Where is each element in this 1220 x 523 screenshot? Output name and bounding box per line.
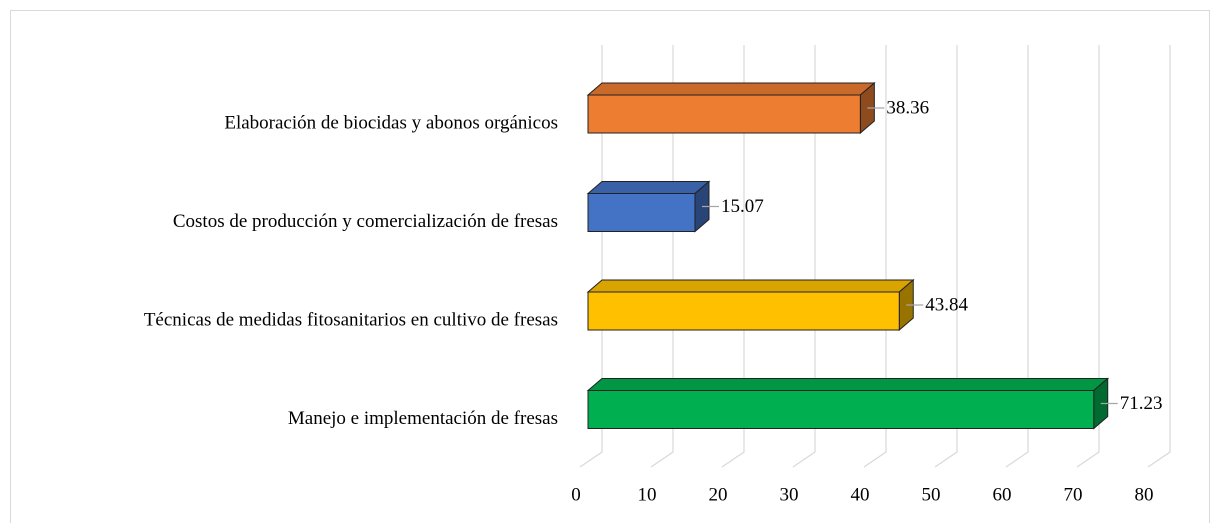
y-tick-label: Manejo e implementación de fresas	[288, 408, 558, 429]
grid-line	[1005, 45, 1029, 468]
bar	[587, 390, 1095, 429]
grid-line	[863, 45, 887, 468]
x-tick-label: 50	[922, 484, 941, 505]
bar-top	[586, 378, 1110, 391]
grid-line	[934, 45, 958, 468]
chart-border	[10, 10, 1210, 523]
grid-line	[1076, 45, 1100, 468]
grid-line	[1147, 45, 1171, 468]
data-label: 71.23	[1120, 393, 1163, 414]
grid-line	[579, 45, 603, 468]
bar	[587, 193, 696, 232]
data-label: 38.36	[886, 97, 929, 118]
x-tick-label: 20	[709, 484, 728, 505]
x-tick-label: 80	[1135, 484, 1154, 505]
x-tick-label: 40	[851, 484, 870, 505]
grid-line	[650, 45, 674, 468]
grid-line	[792, 45, 816, 468]
y-tick-label: Costos de producción y comercialización …	[173, 211, 558, 232]
grid-line	[721, 45, 745, 468]
x-tick-label: 70	[1064, 484, 1083, 505]
bar	[587, 291, 900, 331]
y-tick-label: Técnicas de medidas fitosanitarios en cu…	[144, 309, 558, 330]
bar-top	[586, 279, 915, 293]
bar	[587, 94, 861, 134]
bar-top	[586, 82, 876, 96]
x-tick-label: 10	[638, 484, 657, 505]
bar-top	[586, 181, 711, 194]
x-tick-label: 0	[571, 484, 581, 505]
data-label: 15.07	[721, 196, 764, 217]
x-tick-label: 30	[780, 484, 799, 505]
x-tick-label: 60	[993, 484, 1012, 505]
data-label: 43.84	[925, 294, 968, 315]
y-tick-label: Elaboración de biocidas y abonos orgánic…	[224, 112, 558, 133]
